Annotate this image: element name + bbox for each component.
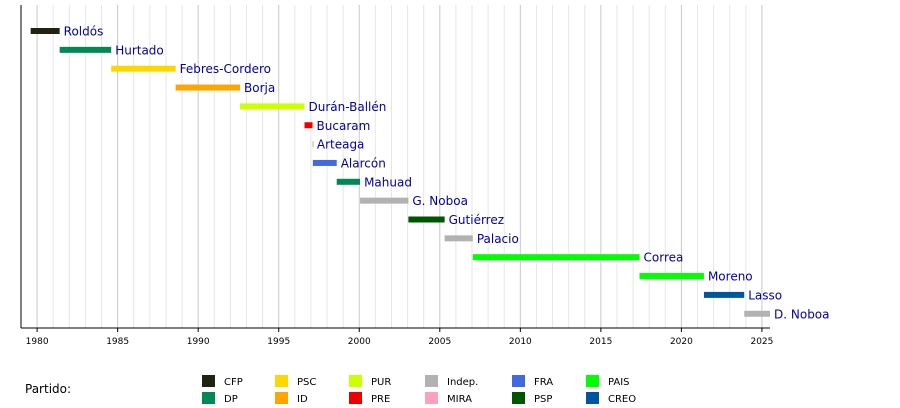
term-bar-11 bbox=[408, 216, 445, 223]
x-tick-label-1980: 1980 bbox=[26, 337, 49, 347]
term-label-7: Arteaga bbox=[317, 138, 365, 152]
x-tick-label-2025: 2025 bbox=[750, 337, 773, 347]
term-bar-15 bbox=[703, 291, 745, 298]
term-bar-16 bbox=[744, 310, 770, 317]
term-label-5: Durán-Ballén bbox=[308, 100, 386, 114]
term-label-10: G. Noboa bbox=[412, 194, 468, 208]
legend-swatch-10 bbox=[512, 392, 525, 404]
legend-swatch-3 bbox=[275, 375, 288, 387]
x-tick-label-2000: 2000 bbox=[348, 337, 371, 347]
term-bar-6 bbox=[304, 122, 313, 129]
legend-swatch-5 bbox=[349, 375, 362, 387]
legend-label-2: DP bbox=[224, 394, 238, 405]
x-tick-label-2015: 2015 bbox=[589, 337, 612, 347]
legend-swatch-7 bbox=[425, 375, 438, 387]
legend-swatch-2 bbox=[202, 392, 215, 404]
x-tick-label-2005: 2005 bbox=[428, 337, 451, 347]
legend-label-3: PSC bbox=[297, 377, 316, 388]
term-label-12: Palacio bbox=[477, 232, 519, 246]
term-label-1: Roldós bbox=[64, 25, 104, 39]
term-label-3: Febres-Cordero bbox=[180, 62, 271, 76]
term-bar-14 bbox=[639, 273, 704, 280]
term-bar-13 bbox=[472, 254, 640, 261]
legend-label-8: MIRA bbox=[447, 394, 472, 405]
legend-swatch-9 bbox=[512, 375, 525, 387]
term-label-15: Lasso bbox=[748, 288, 782, 302]
legend-swatch-1 bbox=[202, 375, 215, 387]
term-bar-12 bbox=[444, 235, 473, 242]
term-label-2: Hurtado bbox=[115, 43, 164, 57]
legend-title: Partido: bbox=[25, 382, 71, 396]
x-tick-label-2010: 2010 bbox=[509, 337, 532, 347]
term-label-16: D. Noboa bbox=[774, 307, 830, 321]
term-bar-3 bbox=[111, 65, 176, 72]
x-tick-label-2020: 2020 bbox=[670, 337, 693, 347]
legend-label-6: PRE bbox=[371, 394, 390, 405]
term-label-6: Bucaram bbox=[317, 119, 371, 133]
legend-label-5: PUR bbox=[371, 377, 391, 388]
legend-swatch-6 bbox=[349, 392, 362, 404]
legend-label-11: PAIS bbox=[608, 377, 630, 388]
legend-label-9: FRA bbox=[534, 377, 553, 388]
term-bar-10 bbox=[360, 197, 409, 204]
term-bars bbox=[30, 28, 770, 317]
term-bar-1 bbox=[30, 28, 60, 34]
axes bbox=[20, 5, 770, 329]
term-bar-4 bbox=[175, 84, 241, 91]
term-bar-2 bbox=[59, 46, 112, 53]
term-bar-9 bbox=[336, 178, 361, 185]
party-legend: Partido: CFP DP PSC ID PUR PRE Indep. MIRA FRA PSP… bbox=[25, 375, 636, 405]
term-label-9: Mahuad bbox=[364, 175, 412, 189]
legend-label-10: PSP bbox=[534, 394, 552, 405]
term-label-4: Borja bbox=[244, 81, 275, 95]
x-tick-label-1985: 1985 bbox=[106, 337, 129, 347]
term-bar-8 bbox=[312, 159, 337, 166]
term-label-11: Gutiérrez bbox=[449, 213, 504, 227]
legend-label-12: CREO bbox=[608, 394, 636, 405]
x-tick-label-1990: 1990 bbox=[187, 337, 210, 347]
legend-label-1: CFP bbox=[224, 377, 243, 388]
term-labels: Roldós Hurtado Febres-Cordero Borja Durán-Ba… bbox=[64, 25, 830, 322]
term-label-13: Correa bbox=[644, 251, 684, 265]
legend-swatch-4 bbox=[275, 392, 288, 404]
legend-swatch-11 bbox=[586, 375, 599, 387]
legend-swatch-12 bbox=[586, 392, 599, 404]
x-tick-label-1995: 1995 bbox=[267, 337, 290, 347]
term-label-8: Alarcón bbox=[341, 156, 386, 170]
term-bar-5 bbox=[240, 103, 305, 110]
legend-label-7: Indep. bbox=[447, 377, 478, 388]
term-label-14: Moreno bbox=[708, 270, 753, 284]
legend-swatch-8 bbox=[425, 392, 438, 404]
x-axis-ticks: 1980 1985 1990 1995 2000 2005 2010 2015 2020 2025 bbox=[26, 328, 773, 347]
term-bar-7 bbox=[312, 141, 314, 148]
legend-label-4: ID bbox=[297, 394, 308, 405]
